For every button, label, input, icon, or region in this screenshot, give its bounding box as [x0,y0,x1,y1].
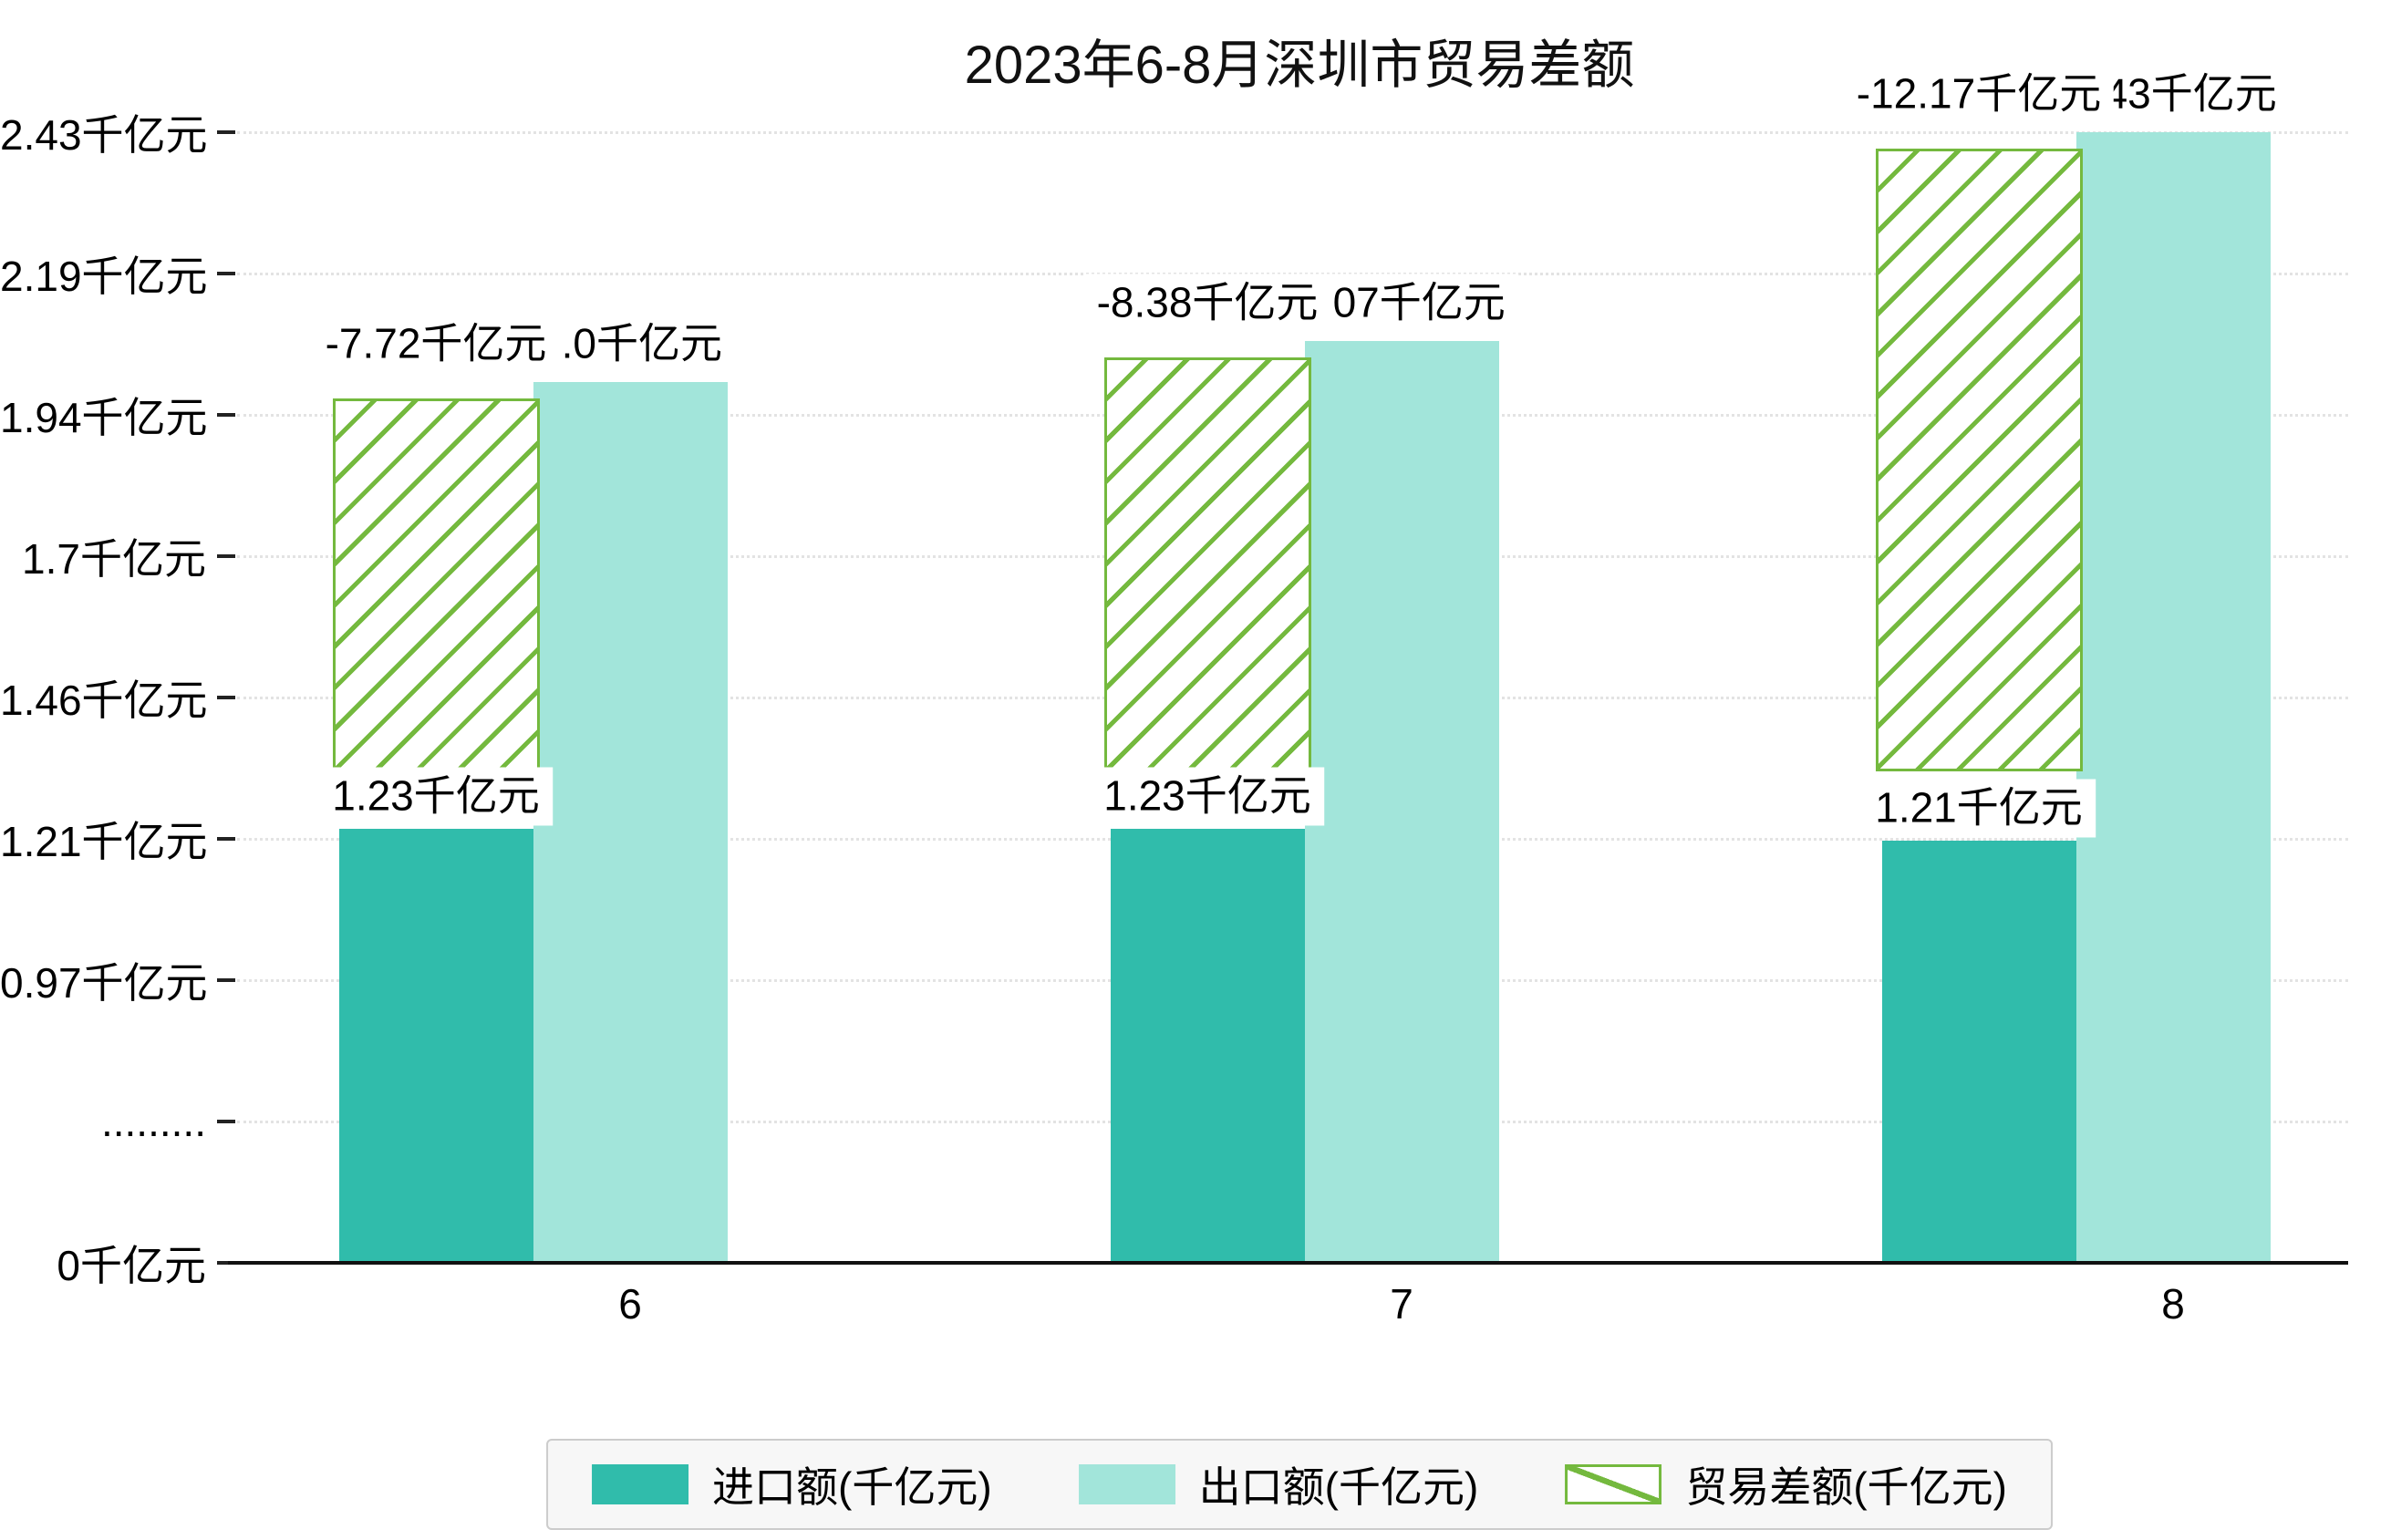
legend-swatch-balance [1565,1464,1662,1504]
y-tick-label: 0千亿元 [57,1242,206,1289]
y-tick-mark [217,1120,235,1123]
y-tick-mark [217,130,235,134]
y-tick-mark [217,696,235,699]
y-tick-label: 2.43千亿元 [0,111,208,159]
y-tick-label: 1.7千亿元 [22,535,206,583]
y-tick-label: 1.46千亿元 [0,677,208,724]
import-value-label: 1.23千亿元 [1091,767,1324,825]
trade-balance-bar [1103,357,1311,771]
export-value-label: 2.0千亿元 [525,315,735,373]
export-bar [1304,341,1499,1263]
legend-label: 进口额(千亿元) [712,1463,992,1511]
gridline [237,131,2348,134]
y-tick-mark [217,978,235,982]
legend-item-balance: 贸易差额(千亿元) [1565,1454,2007,1514]
export-bar [533,382,728,1263]
y-tick-label: 0.97千亿元 [0,959,208,1007]
legend-swatch-import [592,1464,689,1504]
trade-balance-bar [332,398,540,771]
legend-label: 贸易差额(千亿元) [1685,1463,2007,1511]
y-tick-mark [217,272,235,275]
y-tick-mark [217,413,235,417]
import-bar [338,829,533,1263]
import-bar [1881,841,2076,1263]
legend-label: 出口额(千亿元) [1198,1463,1479,1511]
x-axis-line [228,1261,2348,1265]
legend: 进口额(千亿元) 出口额(千亿元) 贸易差额(千亿元) [546,1439,2053,1530]
trade-balance-value-label: -12.17千亿元 [1843,65,2115,123]
chart-title: 2023年6-8月深圳市贸易差额 [964,36,1635,95]
x-tick-label: 7 [1390,1280,1413,1328]
y-tick-mark [217,837,235,841]
y-tick-mark [217,554,235,558]
y-tick-label: ......... [100,1098,206,1145]
x-tick-label: 8 [2161,1280,2185,1328]
y-tick-label: 1.94千亿元 [0,394,208,441]
legend-swatch-export [1078,1464,1175,1504]
legend-item-export: 出口额(千亿元) [1078,1454,1479,1514]
y-tick-label: 2.19千亿元 [0,253,208,300]
x-tick-label: 6 [618,1280,642,1328]
trade-balance-bar [1875,149,2083,771]
trade-balance-value-label: -8.38千亿元 [1083,274,1331,332]
y-tick-mark [217,1261,235,1265]
import-bar [1110,829,1305,1263]
y-tick-label: 1.21千亿元 [0,818,208,865]
import-value-label: 1.21千亿元 [1862,779,2096,837]
trade-balance-value-label: -7.72千亿元 [312,315,560,373]
export-bar [2075,132,2271,1263]
import-value-label: 1.23千亿元 [319,767,553,825]
legend-item-import: 进口额(千亿元) [592,1454,992,1514]
